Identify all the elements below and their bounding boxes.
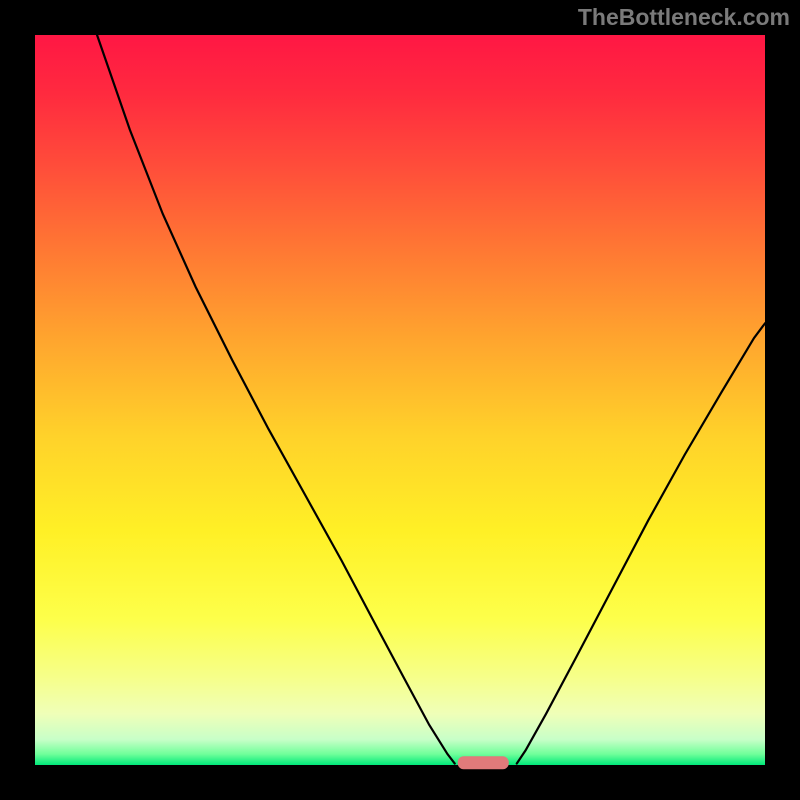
- optimal-marker: [458, 756, 509, 769]
- chart-svg: [0, 0, 800, 800]
- chart-container: TheBottleneck.com: [0, 0, 800, 800]
- watermark-text: TheBottleneck.com: [578, 4, 790, 31]
- plot-background: [35, 35, 765, 765]
